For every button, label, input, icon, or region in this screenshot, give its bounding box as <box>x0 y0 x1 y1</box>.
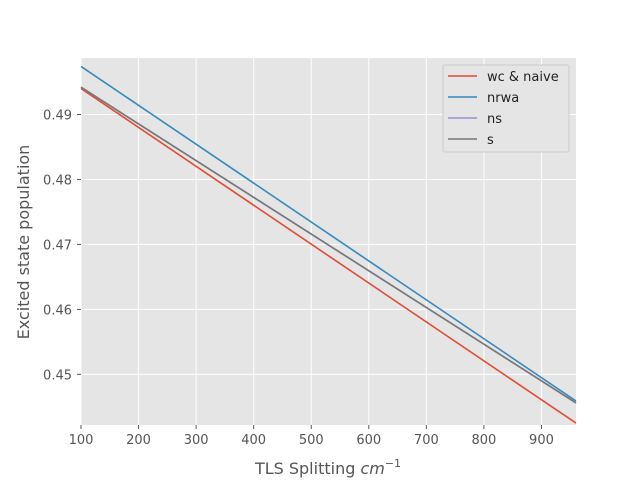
y-tick-label: 0.45 <box>43 368 72 383</box>
y-tick-label: 0.49 <box>43 109 72 124</box>
x-axis-unit: cm <box>360 459 384 478</box>
y-ticks: 0.45 0.46 0.47 0.48 0.49 <box>43 109 81 383</box>
x-axis-unit-exponent: −1 <box>385 457 401 470</box>
series-line <box>80 86 577 404</box>
y-tick-label: 0.48 <box>43 173 72 188</box>
x-tick-label: 400 <box>241 433 266 448</box>
y-axis-label: Excited state population <box>14 145 33 340</box>
x-axis-label-text: TLS Splitting <box>254 459 355 478</box>
legend-label: s <box>487 133 494 148</box>
legend-label: nrwa <box>487 91 519 106</box>
x-tick-label: 700 <box>414 433 439 448</box>
x-axis-label: TLS Splitting cm−1 <box>254 457 401 478</box>
x-tick-label: 100 <box>69 433 94 448</box>
legend-box <box>442 64 570 153</box>
x-tick-label: 200 <box>126 433 151 448</box>
legend-label: ns <box>487 112 502 127</box>
y-tick-label: 0.47 <box>43 238 72 253</box>
x-tick-label: 300 <box>184 433 209 448</box>
x-tick-label: 900 <box>529 433 554 448</box>
y-tick-label: 0.46 <box>43 303 72 318</box>
legend-entry: s <box>448 133 494 148</box>
x-tick-label: 800 <box>471 433 496 448</box>
series-line <box>80 65 577 402</box>
legend-label: wc & naive <box>487 70 559 85</box>
legend: wc & naive nrwa ns s <box>442 64 570 153</box>
x-ticks: 100 200 300 400 500 600 700 800 900 <box>69 425 554 448</box>
legend-entry: wc & naive <box>448 70 559 85</box>
legend-entry: nrwa <box>448 91 519 106</box>
legend-entry: ns <box>448 112 502 127</box>
x-tick-label: 600 <box>356 433 381 448</box>
series-line <box>80 87 577 424</box>
x-tick-label: 500 <box>299 433 324 448</box>
series-layer <box>80 65 577 424</box>
